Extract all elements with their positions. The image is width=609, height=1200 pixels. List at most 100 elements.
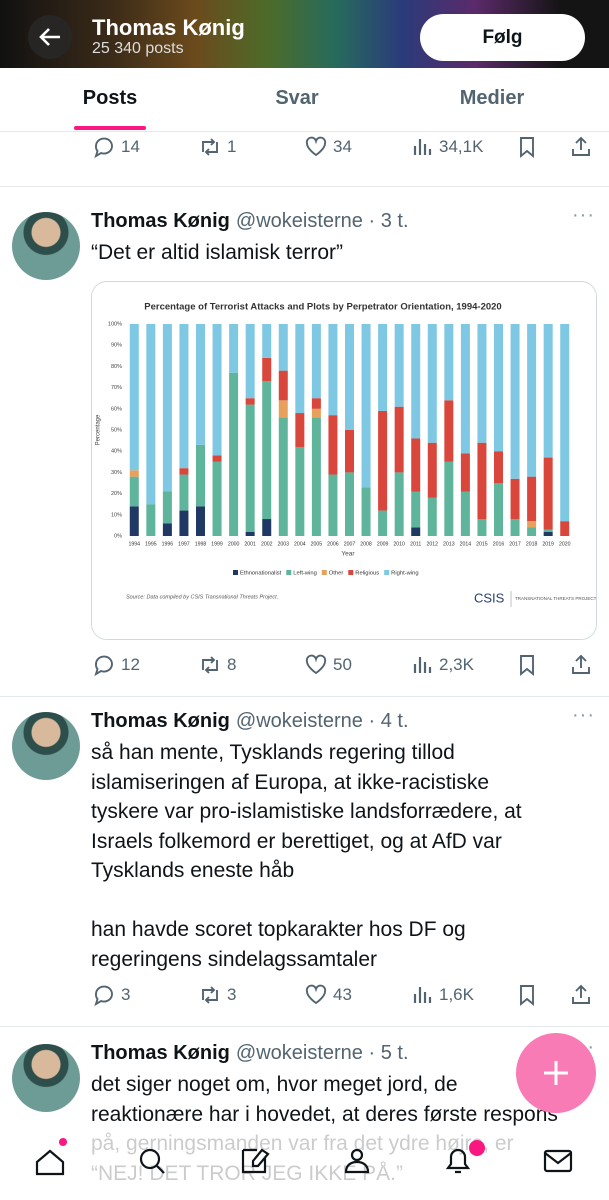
nav-icons[interactable] bbox=[0, 1128, 609, 1200]
bar-segment bbox=[328, 474, 338, 536]
avatar[interactable] bbox=[12, 1044, 80, 1112]
reply-icon[interactable] bbox=[92, 653, 116, 677]
author-handle[interactable]: @wokeisterne bbox=[235, 1042, 363, 1064]
bar-segment bbox=[311, 324, 321, 399]
y-tick-label: 70% bbox=[111, 385, 122, 391]
tweet-text-line: Israels folkemord er berettiget, og at A… bbox=[91, 829, 502, 853]
views-icon[interactable] bbox=[410, 653, 434, 677]
bar-segment bbox=[129, 324, 139, 471]
legend-label: Right-wing bbox=[391, 571, 418, 577]
share-icon[interactable] bbox=[569, 135, 593, 159]
bar-segment bbox=[311, 417, 321, 536]
x-tick-label: 1997 bbox=[178, 541, 190, 547]
x-tick-label: 2001 bbox=[244, 541, 256, 547]
bar-segment bbox=[278, 324, 288, 371]
bar-segment bbox=[229, 324, 239, 373]
back-button[interactable] bbox=[28, 15, 72, 59]
new-post-button[interactable] bbox=[516, 1033, 596, 1113]
bar-segment bbox=[510, 519, 520, 536]
chart-title: Percentage of Terrorist Attacks and Plot… bbox=[144, 302, 501, 313]
bar-segment bbox=[328, 324, 338, 416]
x-tick-label: 2019 bbox=[542, 541, 554, 547]
more-menu[interactable]: ··· bbox=[572, 704, 595, 726]
separator: · bbox=[362, 210, 381, 232]
likes-count: 34 bbox=[333, 137, 352, 156]
follow-button[interactable]: Følg bbox=[420, 14, 585, 61]
views-icon[interactable] bbox=[410, 135, 434, 159]
tweet-text-line: han havde scoret topkarakter hos DF og bbox=[91, 918, 466, 941]
x-tick-label: 1999 bbox=[211, 541, 223, 547]
bar-segment bbox=[411, 438, 421, 492]
legend-label: Religious bbox=[355, 571, 379, 577]
like-icon[interactable] bbox=[304, 135, 328, 159]
bar-segment bbox=[229, 372, 239, 536]
like-icon[interactable] bbox=[304, 983, 328, 1007]
avatar[interactable] bbox=[12, 712, 80, 780]
reply-icon[interactable] bbox=[92, 135, 116, 159]
bar-segment bbox=[560, 521, 570, 536]
logo: CSIS bbox=[474, 590, 505, 605]
author-name[interactable]: Thomas Kønig bbox=[91, 1042, 230, 1064]
bar-segment bbox=[278, 417, 288, 536]
like-icon[interactable] bbox=[304, 653, 328, 677]
author-name[interactable]: Thomas Kønig bbox=[91, 210, 230, 232]
back-icon bbox=[39, 28, 60, 46]
author-handle[interactable]: @wokeisterne bbox=[235, 210, 363, 232]
reposts-count: 1 bbox=[227, 137, 237, 156]
reply-icon[interactable] bbox=[92, 983, 116, 1007]
x-tick-label: 1998 bbox=[195, 541, 207, 547]
logo-subtitle: TRANSNATIONAL THREATS PROJECT bbox=[515, 596, 596, 601]
bar-segment bbox=[543, 529, 553, 532]
repost-icon[interactable] bbox=[198, 135, 222, 159]
share-icon[interactable] bbox=[569, 983, 593, 1007]
bar-segment bbox=[378, 410, 388, 511]
bookmark-icon[interactable] bbox=[515, 983, 539, 1007]
bookmark-icon[interactable] bbox=[515, 653, 539, 677]
y-axis-label: Percentage bbox=[96, 414, 102, 445]
share-icon[interactable] bbox=[569, 653, 593, 677]
divider bbox=[0, 186, 609, 187]
tab[interactable]: Svar bbox=[275, 87, 319, 109]
bar-segment bbox=[345, 472, 354, 536]
bar-segment bbox=[510, 324, 520, 479]
x-tick-label: 1995 bbox=[145, 541, 157, 547]
x-tick-label: 2009 bbox=[377, 541, 389, 547]
likes-count: 43 bbox=[333, 985, 352, 1004]
x-tick-label: 2011 bbox=[410, 541, 421, 547]
legend-swatch bbox=[286, 570, 292, 575]
avatar[interactable] bbox=[12, 212, 80, 280]
author-name[interactable]: Thomas Kønig bbox=[91, 710, 230, 732]
x-tick-label: 2014 bbox=[460, 541, 472, 547]
views-icon[interactable] bbox=[410, 983, 434, 1007]
x-tick-label: 2016 bbox=[493, 541, 505, 547]
replies-count: 14 bbox=[121, 137, 140, 156]
bar-segment bbox=[196, 444, 205, 507]
bar-segment bbox=[212, 455, 222, 462]
bar-segment bbox=[543, 531, 553, 536]
tweet-text-line: det siger noget om, hvor meget jord, de bbox=[91, 1073, 458, 1096]
bar-segment bbox=[361, 324, 371, 488]
bar-segment bbox=[146, 324, 156, 505]
y-tick-label: 30% bbox=[111, 470, 122, 476]
bar-segment bbox=[278, 400, 288, 418]
bar-segment bbox=[212, 461, 222, 536]
bar-segment bbox=[527, 521, 537, 528]
separator: · bbox=[362, 1042, 381, 1064]
y-tick-label: 60% bbox=[111, 406, 122, 412]
divider bbox=[0, 696, 609, 697]
bar-segment bbox=[444, 461, 454, 536]
tab[interactable]: Posts bbox=[82, 87, 138, 109]
divider bbox=[0, 1026, 609, 1027]
repost-icon[interactable] bbox=[198, 653, 222, 677]
bar-segment bbox=[196, 324, 205, 445]
media-card[interactable]: Percentage of Terrorist Attacks and Plot… bbox=[91, 281, 597, 640]
more-menu[interactable]: ··· bbox=[572, 204, 595, 226]
bar-segment bbox=[527, 476, 537, 522]
bar-segment bbox=[494, 451, 503, 483]
profile-name: Thomas Kønig bbox=[92, 15, 245, 40]
tab[interactable]: Medier bbox=[459, 87, 525, 109]
author-handle[interactable]: @wokeisterne bbox=[235, 710, 363, 732]
legend-swatch bbox=[384, 570, 390, 575]
repost-icon[interactable] bbox=[198, 983, 222, 1007]
bookmark-icon[interactable] bbox=[515, 135, 539, 159]
